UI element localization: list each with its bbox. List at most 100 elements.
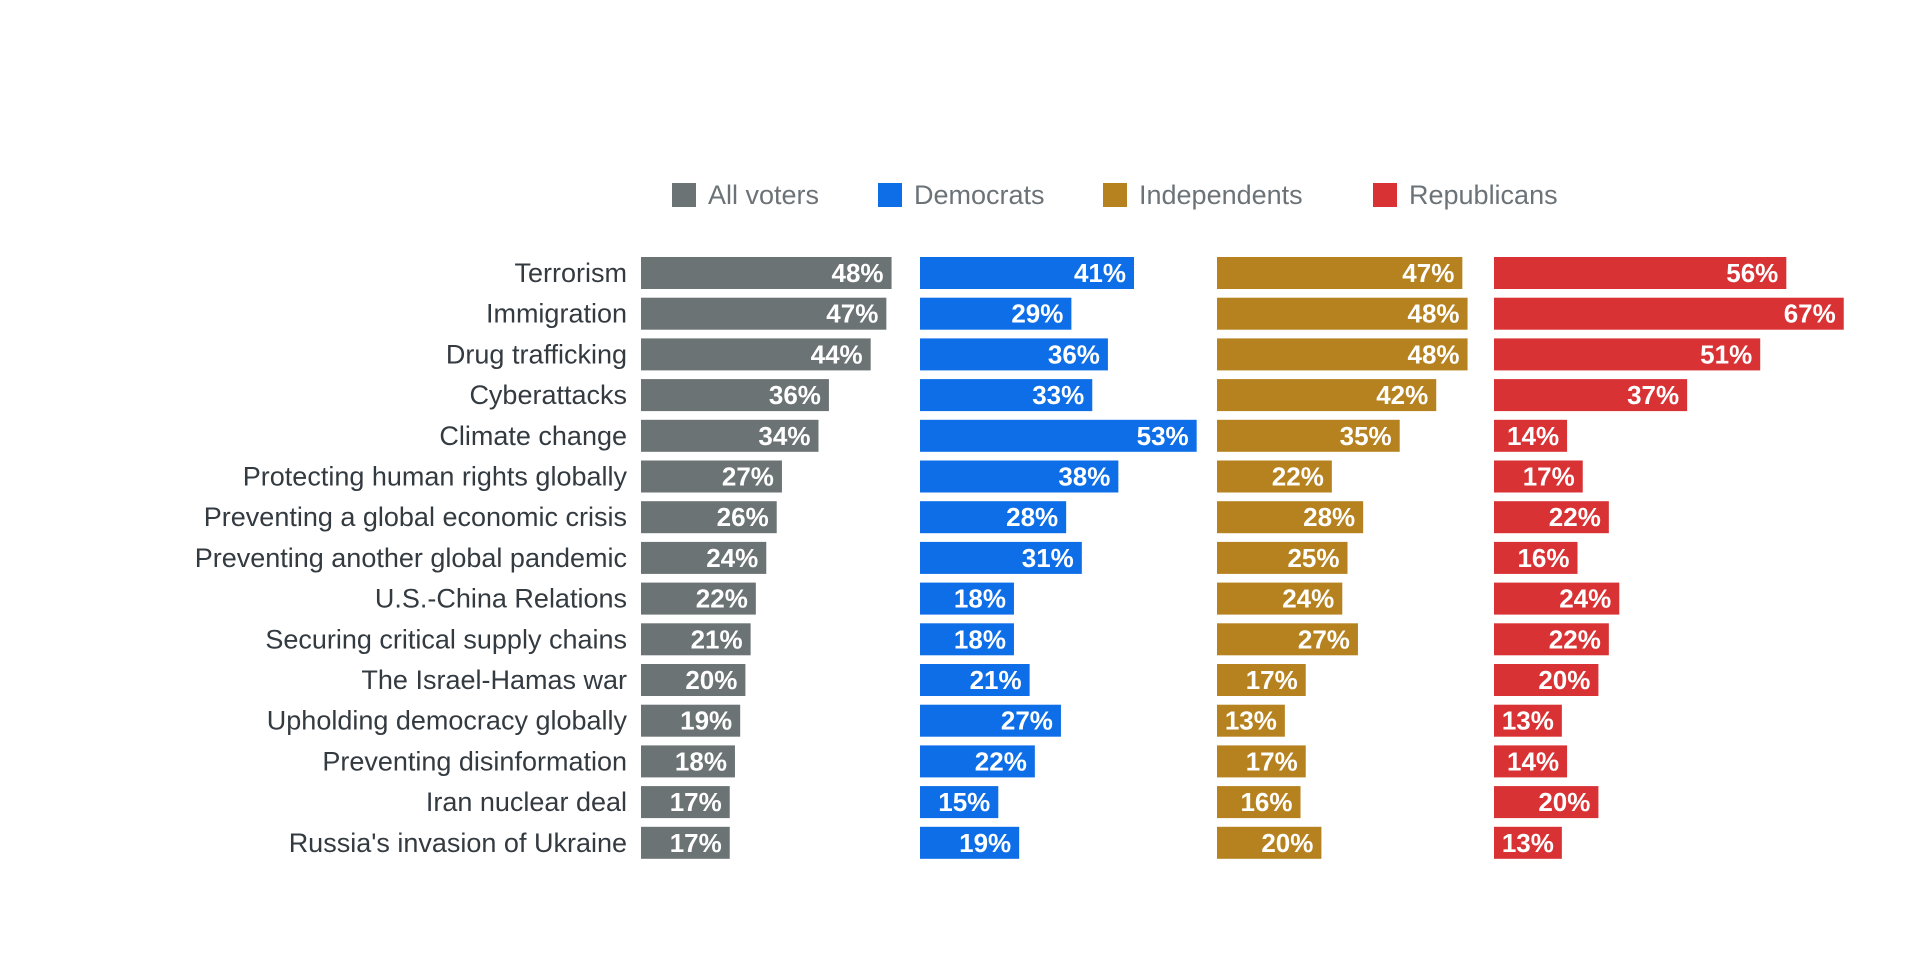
bar-republicans-protecting-human-rights-globally xyxy=(1494,460,1583,493)
value-label-independents-the-israel-hamas-war: 17% xyxy=(1246,665,1298,695)
value-label-all-voters-climate-change: 34% xyxy=(758,421,810,451)
value-label-all-voters-u-s-china-relations: 22% xyxy=(696,584,748,614)
value-label-republicans-preventing-another-global-pandemic: 16% xyxy=(1517,543,1569,573)
value-label-independents-u-s-china-relations: 24% xyxy=(1282,584,1334,614)
value-label-all-voters-preventing-disinformation: 18% xyxy=(675,746,727,776)
legend-swatch-all-voters xyxy=(672,183,696,207)
value-label-democrats-russia-s-invasion-of-ukraine: 19% xyxy=(959,828,1011,858)
bar-democrats-preventing-another-global-pandemic xyxy=(920,541,1082,574)
panels: 48% 47% 44% 36% 34% 27% 26% 24% 22% 21% 20% 19% 18% 1… xyxy=(641,257,1844,859)
bar-independents-immigration xyxy=(1217,297,1468,330)
bar-democrats-preventing-disinformation xyxy=(920,745,1035,778)
value-label-all-voters-immigration: 47% xyxy=(826,299,878,329)
bar-all-voters-climate-change xyxy=(641,419,819,452)
value-label-republicans-iran-nuclear-deal: 20% xyxy=(1538,787,1590,817)
bar-republicans-immigration xyxy=(1494,297,1844,330)
bar-democrats-protecting-human-rights-globally xyxy=(920,460,1119,493)
category-label-preventing-another-global-pandemic: Preventing another global pandemic xyxy=(195,543,627,573)
panel-republicans: 56%67% 51% 37% 14% 17% 22% 16% 24% 22% 20% 13% 14% 2… xyxy=(1494,257,1844,859)
bar-independents-preventing-disinformation xyxy=(1217,745,1306,778)
category-label-russia-s-invasion-of-ukraine: Russia's invasion of Ukraine xyxy=(289,828,627,858)
bar-all-voters-russia-s-invasion-of-ukraine xyxy=(641,826,730,859)
legend-label-all-voters: All voters xyxy=(708,180,819,210)
bar-independents-russia-s-invasion-of-ukraine xyxy=(1217,826,1322,859)
value-label-independents-drug-trafficking: 48% xyxy=(1408,339,1460,369)
category-label-upholding-democracy-globally: Upholding democracy globally xyxy=(267,706,628,736)
bar-republicans-preventing-another-global-pandemic xyxy=(1494,541,1578,574)
value-label-republicans-preventing-disinformation: 14% xyxy=(1507,746,1559,776)
value-label-republicans-upholding-democracy-globally: 13% xyxy=(1502,706,1554,736)
value-label-all-voters-protecting-human-rights-globally: 27% xyxy=(722,462,774,492)
legend-swatch-republicans xyxy=(1373,183,1397,207)
bar-all-voters-preventing-another-global-pandemic xyxy=(641,541,767,574)
bar-republicans-climate-change xyxy=(1494,419,1568,452)
value-label-independents-securing-critical-supply-chains: 27% xyxy=(1298,624,1350,654)
bar-republicans-preventing-disinformation xyxy=(1494,745,1568,778)
bar-all-voters-preventing-a-global-economic-crisis xyxy=(641,501,777,534)
bar-all-voters-terrorism xyxy=(641,257,892,289)
legend-swatch-independents xyxy=(1103,183,1127,207)
category-label-preventing-disinformation: Preventing disinformation xyxy=(322,746,627,776)
bar-all-voters-u-s-china-relations xyxy=(641,582,756,615)
bar-all-voters-the-israel-hamas-war xyxy=(641,664,746,696)
value-label-republicans-terrorism: 56% xyxy=(1726,258,1778,288)
bar-all-voters-preventing-disinformation xyxy=(641,745,735,778)
value-label-independents-climate-change: 35% xyxy=(1340,421,1392,451)
value-label-independents-cyberattacks: 42% xyxy=(1376,380,1428,410)
bar-all-voters-immigration xyxy=(641,297,887,330)
value-label-all-voters-iran-nuclear-deal: 17% xyxy=(670,787,722,817)
value-label-all-voters-the-israel-hamas-war: 20% xyxy=(685,665,737,695)
category-label-terrorism: Terrorism xyxy=(515,258,628,288)
panel-all-voters: 48% 47% 44% 36% 34% 27% 26% 24% 22% 21% 20% 19% 18% 1… xyxy=(641,257,892,859)
value-label-independents-terrorism: 47% xyxy=(1402,258,1454,288)
bar-independents-climate-change xyxy=(1217,419,1400,452)
legend-item-republicans: Republicans xyxy=(1373,180,1558,210)
category-label-preventing-a-global-economic-crisis: Preventing a global economic crisis xyxy=(204,502,627,532)
bar-democrats-the-israel-hamas-war xyxy=(920,664,1030,696)
value-label-democrats-climate-change: 53% xyxy=(1137,421,1189,451)
value-label-all-voters-terrorism: 48% xyxy=(832,258,884,288)
value-label-republicans-russia-s-invasion-of-ukraine: 13% xyxy=(1502,828,1554,858)
value-label-republicans-protecting-human-rights-globally: 17% xyxy=(1523,462,1575,492)
bar-democrats-immigration xyxy=(920,297,1072,330)
value-label-democrats-iran-nuclear-deal: 15% xyxy=(938,787,990,817)
category-label-drug-trafficking: Drug trafficking xyxy=(446,339,627,369)
value-label-independents-iran-nuclear-deal: 16% xyxy=(1240,787,1292,817)
value-label-republicans-immigration: 67% xyxy=(1784,299,1836,329)
bar-independents-preventing-another-global-pandemic xyxy=(1217,541,1348,574)
bar-democrats-upholding-democracy-globally xyxy=(920,704,1061,737)
value-label-democrats-u-s-china-relations: 18% xyxy=(954,584,1006,614)
bar-republicans-the-israel-hamas-war xyxy=(1494,664,1599,696)
bar-republicans-u-s-china-relations xyxy=(1494,582,1620,615)
value-label-independents-russia-s-invasion-of-ukraine: 20% xyxy=(1261,828,1313,858)
bar-independents-iran-nuclear-deal xyxy=(1217,786,1301,819)
value-label-democrats-upholding-democracy-globally: 27% xyxy=(1001,706,1053,736)
bar-democrats-cyberattacks xyxy=(920,379,1093,412)
category-label-protecting-human-rights-globally: Protecting human rights globally xyxy=(243,462,628,492)
legend-label-independents: Independents xyxy=(1139,180,1303,210)
legend-item-all-voters: All voters xyxy=(672,180,819,210)
value-label-republicans-drug-trafficking: 51% xyxy=(1700,339,1752,369)
legend-label-republicans: Republicans xyxy=(1409,180,1558,210)
legend-item-independents: Independents xyxy=(1103,180,1303,210)
bar-republicans-cyberattacks xyxy=(1494,379,1688,412)
category-label-iran-nuclear-deal: Iran nuclear deal xyxy=(426,787,627,817)
category-label-u-s-china-relations: U.S.-China Relations xyxy=(375,584,627,614)
value-label-independents-upholding-democracy-globally: 13% xyxy=(1225,706,1277,736)
category-label-securing-critical-supply-chains: Securing critical supply chains xyxy=(265,624,627,654)
legend-label-democrats: Democrats xyxy=(914,180,1045,210)
bar-all-voters-cyberattacks xyxy=(641,379,829,412)
category-label-the-israel-hamas-war: The Israel-Hamas war xyxy=(361,665,627,695)
bar-republicans-iran-nuclear-deal xyxy=(1494,786,1599,819)
value-label-all-voters-upholding-democracy-globally: 19% xyxy=(680,706,732,736)
bar-all-voters-iran-nuclear-deal xyxy=(641,786,730,819)
bar-independents-preventing-a-global-economic-crisis xyxy=(1217,501,1364,534)
bar-independents-u-s-china-relations xyxy=(1217,582,1343,615)
bar-democrats-u-s-china-relations xyxy=(920,582,1014,615)
value-label-democrats-drug-trafficking: 36% xyxy=(1048,339,1100,369)
bar-republicans-upholding-democracy-globally xyxy=(1494,704,1562,737)
bar-all-voters-drug-trafficking xyxy=(641,338,871,371)
value-label-independents-protecting-human-rights-globally: 22% xyxy=(1272,462,1324,492)
panel-independents: 47%48%48%42%35%22%28%25%24%27%17%13%17%1… xyxy=(1217,257,1468,859)
